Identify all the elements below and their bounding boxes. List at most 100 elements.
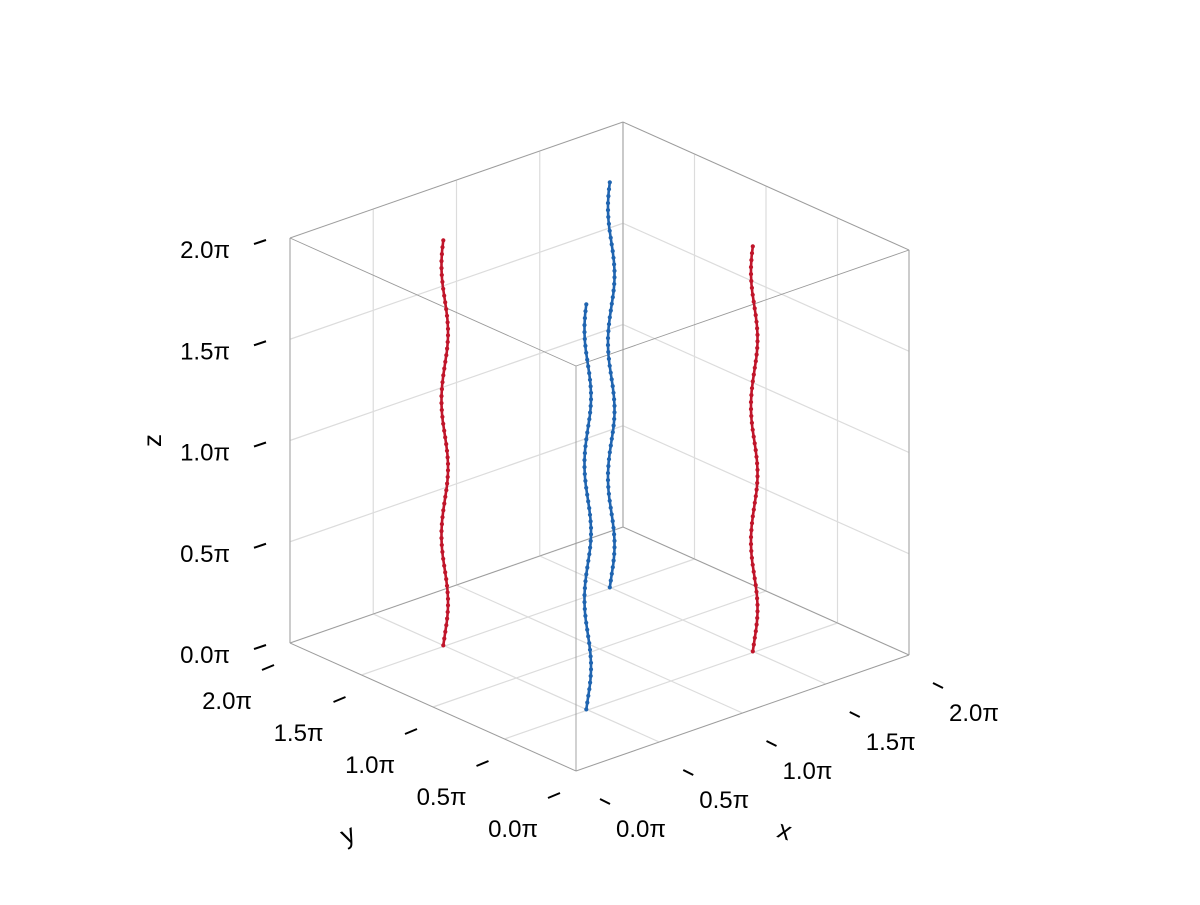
series-point xyxy=(587,647,593,652)
series-point xyxy=(606,329,611,334)
series-point xyxy=(755,474,760,479)
series-point xyxy=(439,272,444,278)
series-point xyxy=(749,521,755,526)
series-point xyxy=(607,498,612,503)
series-point xyxy=(441,238,446,243)
series-point xyxy=(749,386,755,391)
grid-lines xyxy=(289,121,910,772)
series-point xyxy=(440,515,445,520)
series-point xyxy=(587,552,592,557)
series-point xyxy=(754,589,759,594)
series-point xyxy=(441,508,446,513)
series-point xyxy=(442,428,447,433)
series-point xyxy=(588,519,593,524)
series-point xyxy=(753,313,758,318)
series-point xyxy=(607,585,612,590)
series-point xyxy=(750,649,755,654)
series-point xyxy=(441,556,446,561)
series-point xyxy=(749,555,755,561)
series-point xyxy=(445,474,450,480)
series-point xyxy=(443,570,448,575)
series-point xyxy=(605,471,611,476)
series-point xyxy=(584,572,589,577)
series-point xyxy=(588,525,594,531)
series-point xyxy=(445,596,451,602)
series-point xyxy=(586,423,591,428)
series-point xyxy=(753,583,758,588)
series-point xyxy=(609,242,614,247)
series-point xyxy=(587,377,593,382)
series-point xyxy=(582,586,588,591)
series-point xyxy=(588,654,593,659)
series-point xyxy=(605,336,611,341)
series-point xyxy=(439,401,444,406)
series-point xyxy=(605,343,611,348)
series-point xyxy=(442,636,447,641)
series-point xyxy=(606,349,611,355)
series-point xyxy=(609,436,614,441)
series-point xyxy=(612,268,617,273)
series-point xyxy=(612,410,617,415)
series-point xyxy=(587,687,592,692)
series-point xyxy=(582,465,587,470)
series-point xyxy=(749,420,755,425)
series-point xyxy=(439,252,444,257)
series-point xyxy=(444,307,449,312)
data-series xyxy=(439,180,760,712)
series-point xyxy=(751,434,756,439)
series-point xyxy=(750,427,755,432)
series-point xyxy=(606,356,612,361)
series-point xyxy=(751,299,756,304)
x-tick-label: 1.0π xyxy=(783,758,833,785)
series-point xyxy=(445,455,450,460)
series-point xyxy=(445,346,450,351)
series-point xyxy=(584,620,589,625)
series-point xyxy=(610,384,615,389)
series-point xyxy=(755,339,760,344)
y-tick-label: 1.0π xyxy=(345,752,395,779)
series-point xyxy=(610,430,615,435)
series-point xyxy=(752,441,757,446)
series-point xyxy=(755,326,760,331)
series-point xyxy=(439,407,444,413)
series-point xyxy=(587,512,593,517)
series-point xyxy=(606,464,611,469)
series-point xyxy=(612,262,617,267)
series-point xyxy=(607,180,612,185)
z-tick-label: 1.0π xyxy=(180,440,230,467)
series-point xyxy=(439,542,444,548)
series-point xyxy=(608,235,613,240)
y-tick-mark xyxy=(547,792,561,799)
series-point xyxy=(606,322,612,327)
series-point xyxy=(441,421,446,426)
box-edge xyxy=(622,121,910,251)
series-point xyxy=(439,529,444,534)
series-point xyxy=(440,279,445,284)
series-point xyxy=(443,300,448,305)
series-point xyxy=(583,444,588,449)
series-point xyxy=(445,326,451,331)
series-point xyxy=(748,272,754,277)
series-point xyxy=(443,359,448,364)
box-edge xyxy=(622,526,910,656)
series-point xyxy=(752,635,757,640)
series-point xyxy=(439,394,444,399)
grid-line-backwall-z xyxy=(289,425,624,543)
series-point xyxy=(441,643,446,648)
series-point xyxy=(611,288,616,293)
series-point xyxy=(444,353,449,358)
series-point xyxy=(584,485,589,490)
series-point xyxy=(606,457,612,462)
box-edge xyxy=(289,642,577,772)
series-point xyxy=(582,600,587,605)
series-point xyxy=(612,538,617,544)
series-point xyxy=(440,380,445,385)
series-point xyxy=(588,410,593,415)
series-point xyxy=(753,629,758,634)
series-point xyxy=(585,627,590,632)
series-point xyxy=(755,461,760,466)
series-point xyxy=(442,501,447,506)
y-tick-label: 0.5π xyxy=(417,784,467,811)
series-point xyxy=(445,320,450,325)
